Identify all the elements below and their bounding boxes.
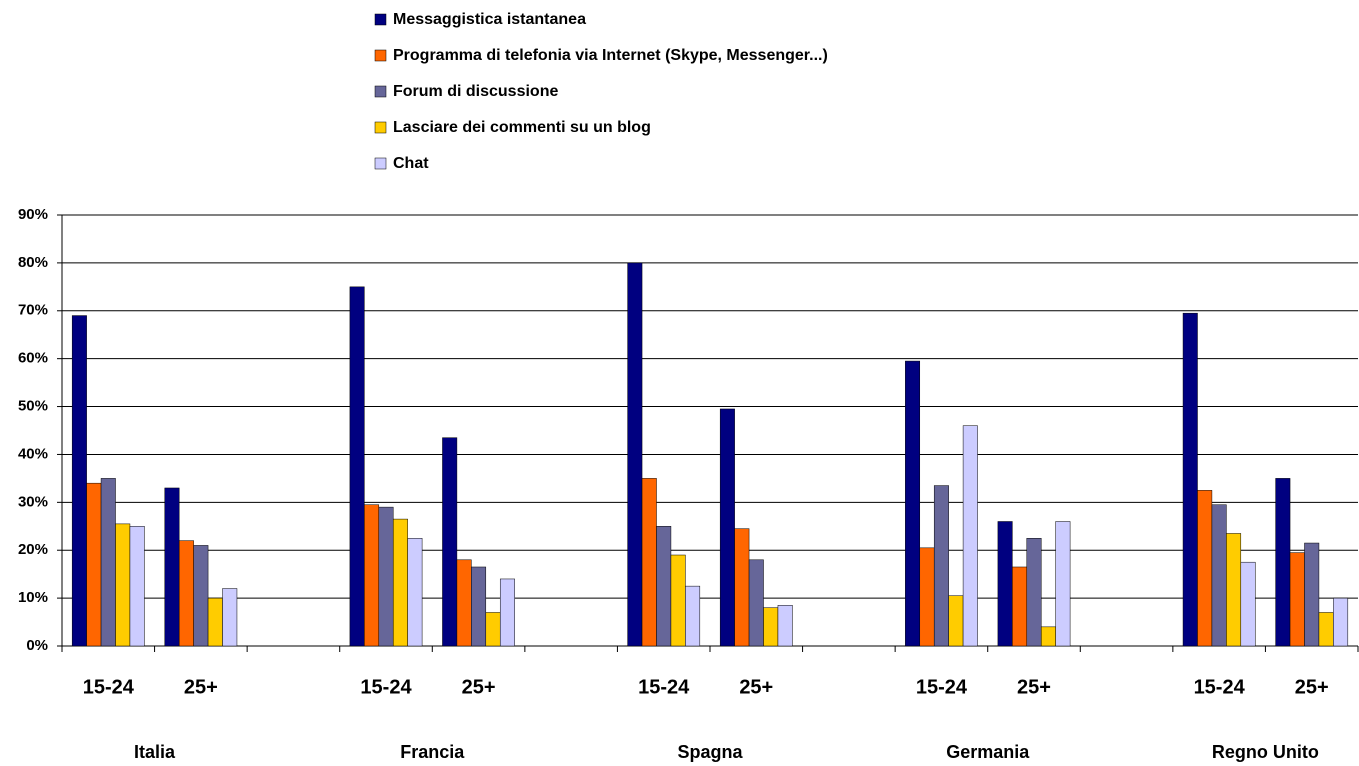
bar [485,612,501,647]
bar [1333,597,1349,647]
y-tick-label: 80% [18,254,48,271]
bar [164,487,180,647]
y-tick-label: 50% [18,398,48,415]
bar [193,545,209,647]
group-label: Francia [400,742,465,762]
bar [456,559,472,647]
bar [734,528,750,647]
y-tick-label: 20% [18,541,48,558]
legend-label: Messaggistica istantanea [393,11,586,28]
legend-swatch [374,157,387,170]
bar [919,547,935,647]
legend-label: Lasciare dei commenti su un blog [393,119,651,136]
bar [1197,490,1213,647]
bar [1026,538,1042,647]
y-tick-label: 40% [18,445,48,462]
bar [641,478,657,647]
x-tick-label: 15-24 [83,676,135,698]
bar [1040,626,1056,647]
legend-swatch [374,85,387,98]
y-tick-label: 10% [18,589,48,606]
bar [1240,561,1256,647]
x-tick-label: 25+ [1017,676,1051,698]
bar [499,578,515,647]
bar [905,360,921,647]
bar [948,595,964,647]
bar [777,605,793,647]
bar [1211,504,1227,647]
group-label: Spagna [677,742,743,762]
x-tick-label: 15-24 [916,676,968,698]
legend-label: Forum di discussione [393,83,558,100]
bar [627,262,643,647]
x-tick-label: 25+ [1295,676,1329,698]
legend-swatch [374,49,387,62]
group-label: Regno Unito [1212,742,1319,762]
legend-swatch [374,121,387,134]
y-tick-label: 70% [18,302,48,319]
bar [719,408,735,647]
x-tick-label: 15-24 [638,676,690,698]
bar [685,585,701,647]
bar [364,504,380,647]
bar [933,485,949,647]
bar [1318,612,1334,647]
legend-swatch [374,13,387,26]
bar [407,538,423,647]
group-label: Germania [946,742,1030,762]
bar [1182,312,1198,647]
y-tick-label: 90% [18,206,48,223]
bar [962,425,978,647]
bar [392,518,408,647]
bar [222,588,238,647]
x-tick-label: 15-24 [1194,676,1246,698]
bar [207,597,223,647]
bar [1275,478,1291,647]
bar [471,566,487,647]
x-tick-label: 25+ [184,676,218,698]
bar [178,540,194,647]
bar [115,523,131,647]
bar [71,315,87,647]
bar [1289,552,1305,647]
bar [997,521,1013,647]
bar [1012,566,1028,647]
bar [1055,521,1071,647]
bar [442,437,458,647]
bar [656,526,672,647]
bar [763,607,779,647]
bar [86,482,102,647]
bar [1226,533,1242,647]
bar [1304,542,1320,647]
y-tick-label: 60% [18,350,48,367]
bar [349,286,365,647]
bar [748,559,764,647]
y-tick-label: 0% [26,637,48,654]
legend-label: Programma di telefonia via Internet (Sky… [393,47,828,64]
x-tick-label: 25+ [739,676,773,698]
y-tick-label: 30% [18,493,48,510]
bar [670,554,686,647]
bar [100,478,116,647]
group-label: Italia [134,742,176,762]
x-tick-label: 15-24 [360,676,412,698]
bar [378,506,394,647]
x-tick-label: 25+ [462,676,496,698]
bar [129,526,145,647]
legend-label: Chat [393,155,429,172]
